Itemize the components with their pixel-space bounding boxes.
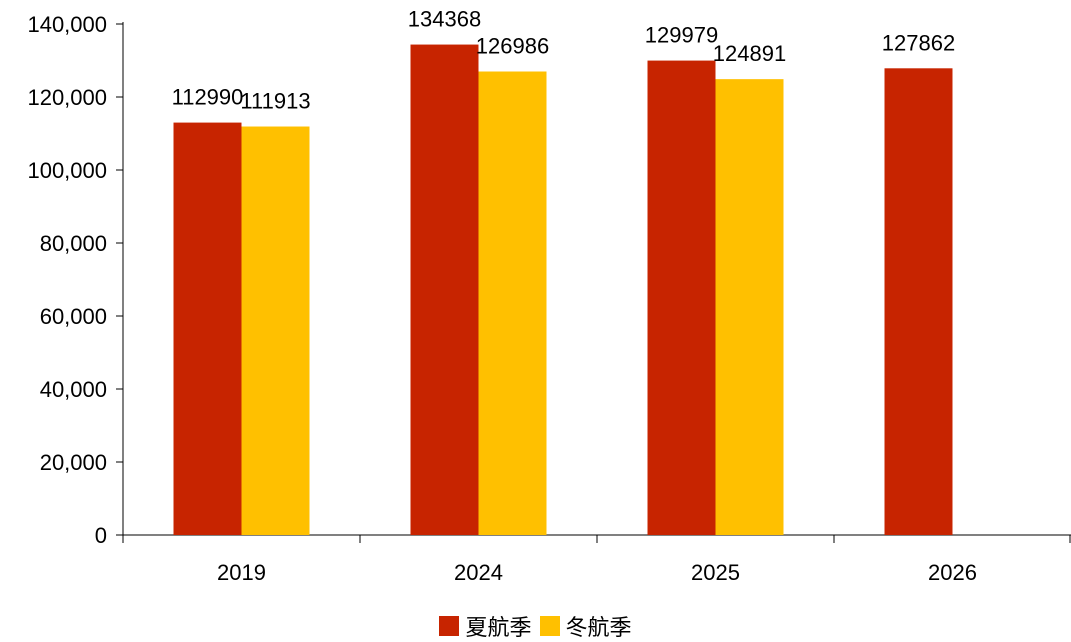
y-tick-label: 0 (95, 523, 107, 548)
legend-swatch-winter (539, 616, 560, 636)
y-tick-label: 120,000 (27, 85, 107, 110)
bar-summer (647, 60, 716, 535)
y-tick-label: 140,000 (27, 12, 107, 37)
legend-item-summer: 夏航季 (439, 610, 532, 642)
legend: 夏航季 冬航季 (0, 610, 1071, 642)
x-tick-label: 2025 (691, 560, 740, 585)
y-tick-label: 80,000 (40, 231, 107, 256)
y-tick-label: 100,000 (27, 158, 107, 183)
data-label: 134368 (408, 7, 481, 32)
bar-summer (410, 44, 479, 536)
x-tick-label: 2024 (454, 560, 503, 585)
bar-summer (884, 68, 953, 535)
bar-winter (241, 126, 310, 535)
y-tick-label: 60,000 (40, 304, 107, 329)
data-label: 111913 (240, 89, 310, 114)
bar-winter (478, 71, 547, 535)
data-label: 124891 (713, 41, 786, 66)
legend-label-winter: 冬航季 (565, 616, 632, 641)
y-axis: 0 20,000 40,000 60,000 80,000 100,000 120,000 1… (27, 12, 124, 548)
data-label: 127862 (882, 30, 955, 55)
data-labels: 112990 134368 129979 127862 111913 126986 1248… (172, 7, 956, 114)
legend-item-winter: 冬航季 (539, 610, 632, 642)
legend-label-summer: 夏航季 (465, 616, 532, 641)
x-tick-label: 2026 (928, 560, 977, 585)
y-tick-label: 40,000 (40, 377, 107, 402)
bar-winter (715, 79, 784, 535)
data-label: 129979 (645, 23, 718, 48)
data-label: 126986 (476, 34, 549, 59)
y-tick-label: 20,000 (40, 450, 107, 475)
x-tick-label: 2019 (217, 560, 266, 585)
bar-summer (173, 122, 242, 536)
data-label: 112990 (172, 85, 244, 110)
x-axis: 2019 2024 2025 2026 (122, 534, 1071, 585)
legend-swatch-summer (439, 616, 460, 636)
bars (173, 44, 953, 536)
